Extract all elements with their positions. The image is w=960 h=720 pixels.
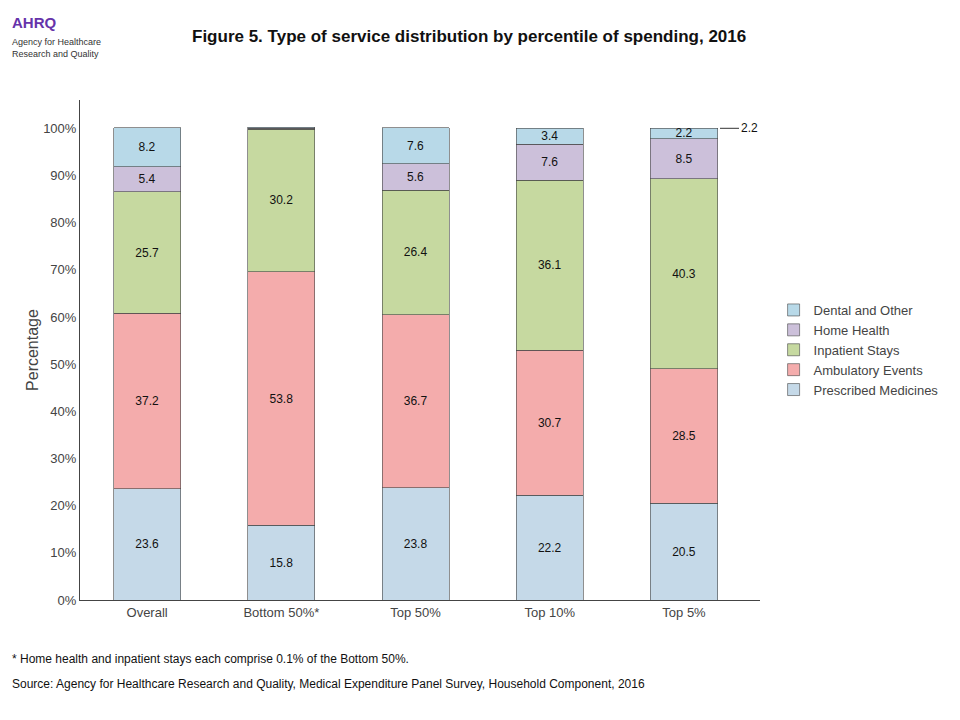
svg-text:5.6: 5.6: [407, 170, 424, 184]
svg-text:7.6: 7.6: [407, 139, 424, 153]
svg-text:Figure 5. Type of service dist: Figure 5. Type of service distribution b…: [192, 27, 746, 46]
svg-text:20.5: 20.5: [672, 545, 696, 559]
svg-text:5.4: 5.4: [139, 172, 156, 186]
svg-text:Prescribed Medicines: Prescribed Medicines: [814, 383, 939, 398]
svg-text:20%: 20%: [50, 498, 76, 513]
svg-text:Ambulatory Events: Ambulatory Events: [814, 363, 924, 378]
svg-text:80%: 80%: [50, 215, 76, 230]
svg-text:Inpatient Stays: Inpatient Stays: [814, 343, 900, 358]
svg-text:50%: 50%: [50, 357, 76, 372]
svg-text:22.2: 22.2: [538, 541, 562, 555]
svg-text:23.8: 23.8: [404, 537, 428, 551]
svg-text:36.7: 36.7: [404, 394, 428, 408]
svg-text:Bottom 50%*: Bottom 50%*: [243, 605, 319, 620]
svg-text:Source: Agency for Healthcare: Source: Agency for Healthcare Research a…: [12, 677, 645, 691]
svg-text:60%: 60%: [50, 310, 76, 325]
svg-text:37.2: 37.2: [135, 394, 159, 408]
svg-text:Percentage: Percentage: [24, 309, 41, 391]
svg-text:Top 5%: Top 5%: [662, 605, 706, 620]
svg-text:40%: 40%: [50, 404, 76, 419]
svg-text:26.4: 26.4: [404, 245, 428, 259]
svg-text:Top 10%: Top 10%: [524, 605, 575, 620]
svg-text:Top 50%: Top 50%: [390, 605, 441, 620]
svg-text:100%: 100%: [43, 121, 77, 136]
svg-text:8.5: 8.5: [675, 152, 692, 166]
svg-text:Dental and Other: Dental and Other: [814, 303, 914, 318]
svg-text:30.2: 30.2: [269, 193, 293, 207]
svg-text:70%: 70%: [50, 262, 76, 277]
svg-text:40.3: 40.3: [672, 267, 696, 281]
svg-text:23.6: 23.6: [135, 537, 159, 551]
svg-text:2.2: 2.2: [675, 126, 692, 140]
svg-text:2.2: 2.2: [741, 121, 758, 135]
svg-text:AHRQ: AHRQ: [12, 14, 56, 31]
svg-text:30.7: 30.7: [538, 416, 562, 430]
svg-text:0%: 0%: [58, 593, 77, 608]
svg-text:53.8: 53.8: [269, 392, 293, 406]
svg-text:Overall: Overall: [127, 605, 168, 620]
svg-text:10%: 10%: [50, 545, 76, 560]
svg-text:3.4: 3.4: [541, 129, 558, 143]
svg-text:25.7: 25.7: [135, 246, 159, 260]
svg-text:Agency for HealthcareResearch: Agency for HealthcareResearch and Qualit…: [12, 37, 101, 59]
svg-text:30%: 30%: [50, 451, 76, 466]
svg-text:Home Health: Home Health: [814, 323, 890, 338]
svg-text:90%: 90%: [50, 168, 76, 183]
svg-text:* Home health and inpatient st: * Home health and inpatient stays each c…: [12, 652, 409, 666]
svg-text:15.8: 15.8: [269, 556, 293, 570]
svg-text:7.6: 7.6: [541, 155, 558, 169]
svg-text:8.2: 8.2: [139, 140, 156, 154]
svg-text:36.1: 36.1: [538, 258, 562, 272]
svg-text:28.5: 28.5: [672, 429, 696, 443]
